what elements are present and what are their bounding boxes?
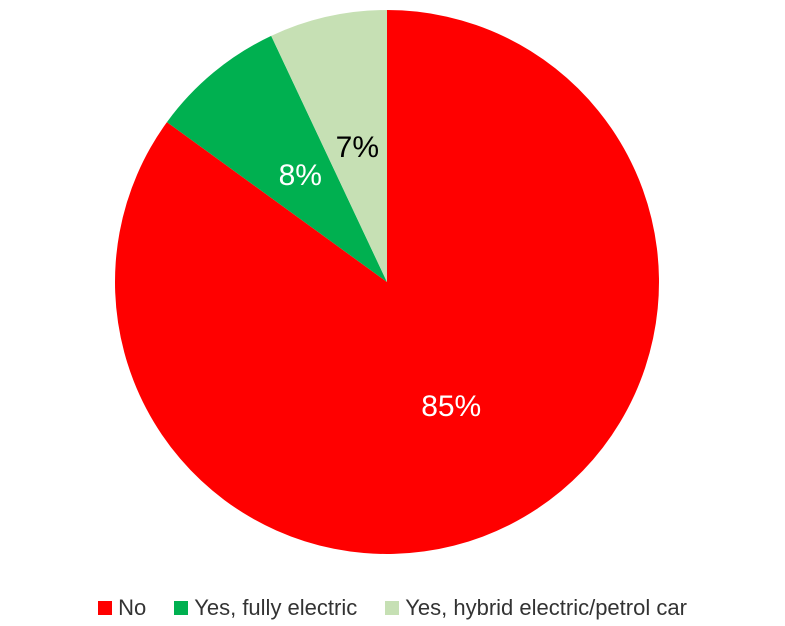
- legend: No Yes, fully electric Yes, hybrid elect…: [0, 590, 785, 626]
- legend-item-fully-electric: Yes, fully electric: [174, 595, 357, 621]
- data-label-hybrid: 7%: [336, 131, 379, 164]
- legend-label-fully-electric: Yes, fully electric: [194, 595, 358, 620]
- legend-item-no: No: [98, 595, 146, 621]
- legend-item-hybrid: Yes, hybrid electric/petrol car: [385, 595, 687, 621]
- legend-label-hybrid: Yes, hybrid electric/petrol car: [405, 595, 687, 620]
- pie-plot-area: 85% 8% 7%: [115, 10, 659, 554]
- legend-swatch-fully-electric: [174, 601, 189, 615]
- data-label-no: 85%: [421, 390, 481, 423]
- data-label-fully-electric: 8%: [279, 159, 322, 192]
- pie-slice-fully-electric: [166, 35, 387, 283]
- legend-swatch-no: [98, 601, 113, 615]
- pie-slices: [115, 10, 659, 554]
- legend-swatch-hybrid: [385, 601, 400, 615]
- legend-label-no: No: [118, 595, 147, 620]
- pie-slice-hybrid: [271, 10, 387, 282]
- pie-data-labels: 85% 8% 7%: [279, 131, 482, 423]
